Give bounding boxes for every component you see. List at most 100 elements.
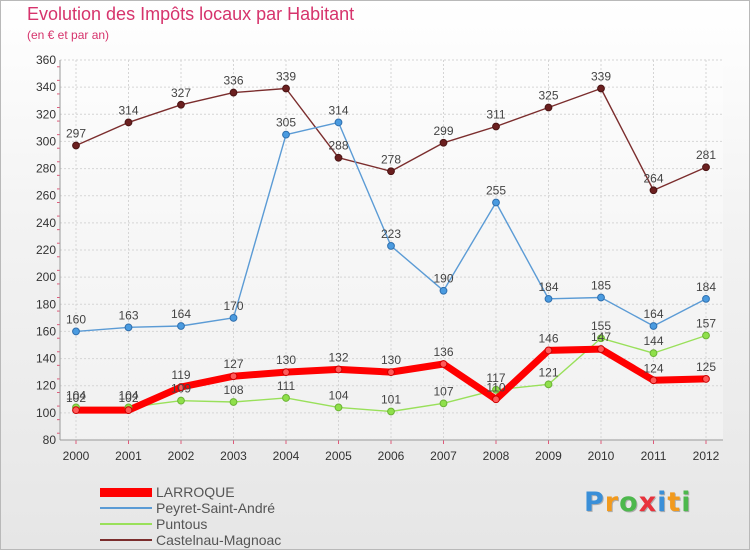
data-label: 108 [223, 383, 243, 397]
data-point [72, 327, 80, 336]
data-label: 124 [643, 361, 663, 375]
data-point [649, 349, 658, 358]
data-point [649, 376, 658, 385]
data-point [229, 398, 238, 406]
data-point [702, 375, 710, 383]
data-label: 104 [328, 388, 348, 402]
data-label: 117 [486, 371, 505, 385]
data-label: 101 [381, 393, 401, 407]
y-tick-label: 320 [36, 107, 56, 121]
data-label: 339 [591, 70, 611, 84]
data-label: 110 [486, 380, 505, 394]
legend-label: Peyret-Saint-André [156, 500, 276, 516]
data-label: 163 [118, 308, 138, 322]
data-point [124, 406, 133, 415]
data-point [229, 88, 238, 97]
legend-swatch [100, 539, 152, 541]
data-point [649, 322, 658, 330]
data-label: 255 [486, 184, 506, 198]
data-point [439, 360, 448, 368]
data-point [334, 153, 343, 162]
data-label: 264 [643, 171, 663, 185]
data-label: 297 [66, 127, 86, 141]
data-point [72, 141, 80, 150]
legend-label: Puntous [156, 516, 208, 532]
data-label: 184 [696, 280, 716, 294]
data-point [544, 346, 553, 355]
logo-letter: x [638, 487, 658, 518]
y-tick-label: 340 [36, 80, 56, 94]
data-point [439, 286, 448, 295]
data-label: 125 [696, 360, 716, 374]
legend-swatch [100, 507, 152, 509]
data-point [282, 394, 290, 402]
chart-subtitle: (en € et par an) [27, 28, 110, 42]
data-point [544, 380, 553, 389]
data-label: 144 [643, 334, 663, 348]
data-label: 109 [171, 382, 191, 396]
data-label: 130 [276, 353, 296, 367]
y-tick-label: 120 [36, 379, 56, 393]
x-tick-label: 2005 [325, 449, 352, 463]
proxiti-logo: Proxiti [584, 487, 692, 518]
data-point [124, 323, 133, 332]
data-label: 104 [66, 388, 86, 402]
legend-label: Castelnau-Magnoac [156, 532, 282, 548]
line-chart: 80 100 120 140 160 180 200 220 240 260 280 300 320 34… [36, 53, 723, 463]
legend-swatch [100, 523, 152, 525]
logo-letter: r [604, 487, 620, 518]
data-point [387, 407, 395, 416]
data-label: 164 [171, 307, 191, 321]
data-label: 327 [171, 86, 191, 100]
x-tick-label: 2002 [168, 449, 195, 463]
data-label: 336 [223, 74, 243, 88]
data-label: 155 [591, 319, 611, 333]
x-tick-label: 2008 [483, 449, 510, 463]
x-tick-label: 2004 [273, 449, 300, 463]
data-label: 121 [538, 365, 558, 379]
data-label: 339 [276, 70, 296, 84]
y-tick-label: 160 [36, 324, 56, 338]
data-point [492, 395, 500, 404]
data-label: 299 [433, 124, 453, 138]
data-point [229, 372, 238, 381]
x-tick-label: 2003 [220, 449, 247, 463]
data-label: 127 [223, 357, 243, 371]
data-point [282, 130, 290, 139]
data-label: 111 [277, 379, 296, 393]
y-tick-label: 240 [36, 216, 56, 230]
data-label: 281 [696, 148, 716, 162]
x-tick-label: 2006 [378, 449, 405, 463]
x-tick-label: 2009 [535, 449, 562, 463]
data-point [387, 242, 395, 250]
data-point [702, 163, 710, 172]
legend-swatch [100, 487, 152, 497]
data-label: 102 [118, 391, 138, 405]
y-tick-label: 260 [36, 189, 56, 203]
y-tick-label: 80 [43, 433, 57, 447]
data-point [439, 138, 448, 147]
data-point [492, 122, 500, 131]
data-point [387, 167, 395, 176]
data-point [177, 396, 185, 405]
data-point [597, 293, 605, 302]
data-label: 305 [276, 116, 296, 130]
data-point [177, 100, 185, 109]
data-point [702, 331, 710, 340]
data-label: 119 [171, 368, 190, 382]
data-point [177, 322, 185, 330]
data-point [597, 334, 605, 343]
data-point [492, 198, 500, 207]
data-label: 314 [328, 103, 348, 117]
data-point [334, 118, 343, 127]
x-tick-label: 2010 [588, 449, 615, 463]
data-point [492, 385, 500, 394]
data-point [597, 345, 605, 353]
data-point [282, 84, 290, 93]
data-label: 160 [66, 312, 86, 326]
data-point [387, 368, 395, 377]
data-label: 278 [381, 152, 401, 166]
data-point [282, 368, 290, 377]
data-point [229, 313, 238, 322]
